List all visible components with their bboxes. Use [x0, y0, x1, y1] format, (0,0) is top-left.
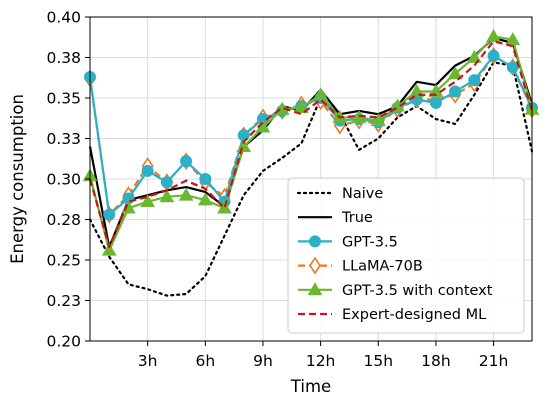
- data-point: [506, 61, 519, 74]
- legend-label: LLaMA-70B: [342, 259, 423, 275]
- data-point: [449, 85, 462, 98]
- legend: Naive True GPT-3.5 LLaMA-70B GPT-3.5 with co…: [287, 177, 525, 334]
- axis-ticks: 3h 6h 9h 12h 15h 18h 21h 0.20 0.23 0.25 0.28 0.30 0.…: [46, 9, 508, 371]
- y-tick-label: 0.25: [46, 252, 81, 270]
- x-tick-label: 3h: [138, 352, 158, 370]
- data-point: [141, 164, 154, 177]
- legend-item: True: [298, 210, 373, 226]
- data-point: [307, 282, 323, 296]
- legend-label: True: [341, 210, 373, 226]
- series-line: [88, 61, 534, 297]
- data-point: [217, 200, 232, 214]
- data-point: [197, 192, 213, 206]
- data-point: [140, 194, 156, 208]
- data-point: [468, 74, 481, 87]
- data-point: [236, 139, 252, 152]
- series-naive: [88, 61, 534, 297]
- y-tick-label: 0.35: [46, 90, 81, 108]
- data-point: [160, 176, 173, 189]
- x-tick-label: 6h: [195, 352, 215, 370]
- legend-item: LLaMA-70B: [298, 256, 423, 275]
- data-point: [466, 49, 482, 63]
- legend-label: GPT-3.5: [342, 234, 398, 250]
- y-tick-label: 0.28: [46, 211, 81, 229]
- data-point: [309, 256, 321, 275]
- data-point: [180, 155, 193, 168]
- data-point: [370, 113, 386, 127]
- data-point: [428, 84, 444, 97]
- data-point: [101, 242, 117, 256]
- series-expert-designed-ml: [88, 40, 534, 249]
- x-tick-label: 9h: [253, 352, 273, 370]
- x-tick-label: 21h: [479, 352, 509, 370]
- data-point: [294, 100, 309, 114]
- series-line: [88, 40, 534, 249]
- legend-item: Naive: [296, 186, 383, 202]
- legend-item: GPT-3.5: [298, 234, 398, 250]
- y-tick-label: 0.23: [46, 292, 81, 310]
- data-point: [447, 66, 463, 80]
- legend-item: GPT-3.5 with context: [298, 282, 493, 299]
- y-tick-label: 0.20: [46, 333, 81, 351]
- data-point: [309, 235, 321, 248]
- data-point: [487, 49, 500, 62]
- data-point: [313, 87, 328, 101]
- legend-label: Expert-designed ML: [342, 307, 486, 323]
- data-point: [505, 32, 521, 46]
- data-point: [178, 187, 194, 201]
- x-axis-title: Time: [290, 377, 331, 396]
- data-point: [199, 173, 212, 185]
- legend-item: Expert-designed ML: [298, 307, 486, 323]
- y-tick-label: 0.33: [46, 130, 81, 148]
- data-point: [159, 189, 175, 203]
- data-point: [486, 28, 501, 42]
- x-tick-label: 12h: [306, 352, 336, 370]
- legend-box: [287, 177, 525, 334]
- y-axis-title: Energy consumption: [8, 94, 27, 264]
- x-tick-label: 15h: [363, 352, 393, 370]
- data-point: [103, 208, 116, 221]
- y-tick-label: 0.30: [46, 171, 81, 189]
- y-tick-label: 0.38: [46, 49, 81, 67]
- legend-label: GPT-3.5 with context: [342, 283, 493, 299]
- data-point: [409, 84, 425, 97]
- x-tick-label: 18h: [421, 352, 451, 370]
- series-layer: [82, 28, 540, 297]
- legend-label: Naive: [342, 186, 383, 202]
- data-point: [429, 96, 442, 109]
- y-tick-label: 0.40: [46, 9, 81, 27]
